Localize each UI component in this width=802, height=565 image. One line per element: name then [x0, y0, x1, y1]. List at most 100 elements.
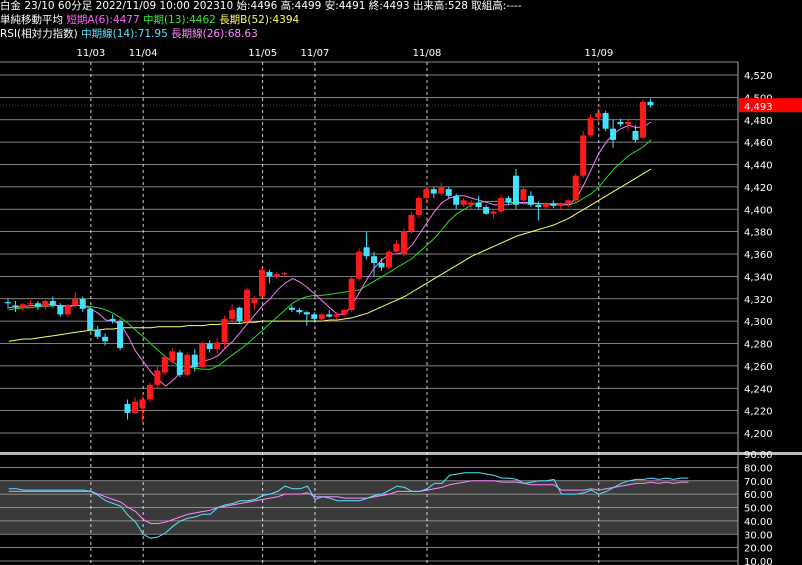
quote-header: 白金 23/10 60分足 2022/11/09 10:00 202310 始:… — [0, 0, 522, 13]
y-tick-label: 4,200 — [744, 429, 773, 440]
candle-body — [341, 309, 348, 315]
candle-body — [176, 352, 183, 375]
y-tick-label: 4,260 — [744, 362, 773, 373]
candle-body — [34, 303, 41, 307]
rsi-tick-label: 10.00 — [744, 557, 773, 565]
candle-body — [326, 314, 333, 317]
candle-body — [356, 251, 363, 279]
rsi14-line — [8, 472, 689, 539]
candle-body — [57, 305, 64, 315]
candle-body — [408, 214, 415, 232]
x-tick-label: 11/09 — [584, 48, 613, 59]
y-tick-label: 4,220 — [744, 407, 773, 418]
ma-long-label: 長期B(52):4394 — [219, 14, 300, 26]
candle-body — [602, 113, 609, 129]
rsi-title: RSI(相対力指数) — [0, 28, 78, 40]
candle-body — [131, 401, 138, 413]
candle-body — [572, 175, 579, 201]
candle-body — [595, 113, 602, 118]
candle-body — [5, 302, 11, 304]
candle-body — [475, 202, 482, 208]
last-price-tag: 4,493 — [0, 98, 802, 113]
price-axis: 4,200 4,220 4,240 4,260 4,280 4,300 4,320 4,340… — [744, 71, 773, 440]
candle-body — [625, 121, 632, 125]
ma-legend: 単純移動平均 短期A(6):4477 中期(13):4462 長期B(52):4… — [0, 14, 299, 27]
candle-body — [72, 298, 79, 306]
y-tick-label: 4,320 — [744, 295, 773, 306]
panel-separator — [0, 452, 802, 455]
ma-mid-label: 中期(13):4462 — [143, 14, 216, 26]
candle-body — [430, 189, 437, 194]
candle-body — [535, 204, 542, 208]
candle-body — [423, 189, 430, 199]
candle-body — [557, 203, 564, 206]
ma-short-label: 短期A(6):4477 — [66, 14, 140, 26]
y-tick-label: 4,460 — [744, 138, 773, 149]
candle-body — [244, 289, 251, 322]
candle-body — [19, 304, 26, 308]
x-tick-label: 11/03 — [76, 48, 105, 59]
rsi-tick-label: 40.00 — [744, 517, 773, 528]
candle-body — [639, 101, 646, 138]
candle-body — [49, 300, 56, 306]
candle-body — [520, 189, 527, 201]
y-tick-label: 4,440 — [744, 161, 773, 172]
candle-body — [378, 262, 385, 268]
ma52-line — [8, 168, 652, 342]
candle-body — [79, 298, 86, 309]
candle-body — [453, 195, 460, 205]
y-tick-label: 4,520 — [744, 71, 773, 82]
candle-body — [12, 305, 19, 308]
candle-body — [27, 303, 34, 305]
y-tick-label: 4,240 — [744, 384, 773, 395]
candle-body — [117, 321, 124, 348]
candle-body — [565, 200, 572, 204]
quote-line: 白金 23/10 60分足 2022/11/09 10:00 202310 始:… — [0, 0, 522, 12]
candle-body — [214, 342, 221, 350]
y-tick-label: 4,340 — [744, 272, 773, 283]
candle-body — [42, 300, 49, 307]
candle-body — [251, 298, 258, 304]
candle-body — [154, 370, 161, 385]
x-tick-label: 11/05 — [248, 48, 277, 59]
x-tick-label: 11/07 — [301, 48, 330, 59]
rsi-tick-label: 20.00 — [744, 544, 773, 555]
candle-body — [169, 351, 176, 362]
candle-body — [206, 343, 213, 350]
y-tick-label: 4,280 — [744, 340, 773, 351]
y-tick-label: 4,400 — [744, 205, 773, 216]
candle-body — [273, 274, 280, 277]
candles[interactable] — [5, 98, 654, 422]
candle-body — [311, 314, 318, 319]
candle-body — [348, 278, 355, 310]
candle-body — [393, 243, 400, 252]
candle-body — [191, 354, 198, 367]
y-tick-label: 4,360 — [744, 250, 773, 261]
x-tick-label: 11/04 — [129, 48, 158, 59]
candle-body — [468, 202, 475, 205]
last-price-box — [739, 98, 802, 113]
candle-body — [647, 101, 654, 106]
candle-body — [617, 121, 624, 125]
y-tick-label: 4,380 — [744, 228, 773, 239]
ma-title: 単純移動平均 — [0, 14, 63, 26]
y-tick-label: 4,480 — [744, 116, 773, 127]
rsi-tick-label: 90.00 — [744, 450, 773, 461]
candle-body — [483, 207, 490, 214]
candle-body — [415, 198, 422, 215]
candle-body — [363, 247, 370, 257]
candle-body — [445, 189, 452, 196]
rsi26-line — [8, 480, 689, 524]
rsi-tick-label: 30.00 — [744, 530, 773, 541]
candle-body — [139, 399, 146, 409]
candle-body — [281, 273, 288, 275]
candle-body — [610, 128, 617, 140]
candle-body — [124, 403, 131, 413]
grid — [0, 61, 802, 565]
candle-body — [266, 271, 273, 277]
candle-body — [87, 308, 94, 331]
candle-body — [221, 318, 228, 343]
last-price-label: 4,493 — [744, 102, 773, 113]
candle-body — [318, 314, 325, 319]
